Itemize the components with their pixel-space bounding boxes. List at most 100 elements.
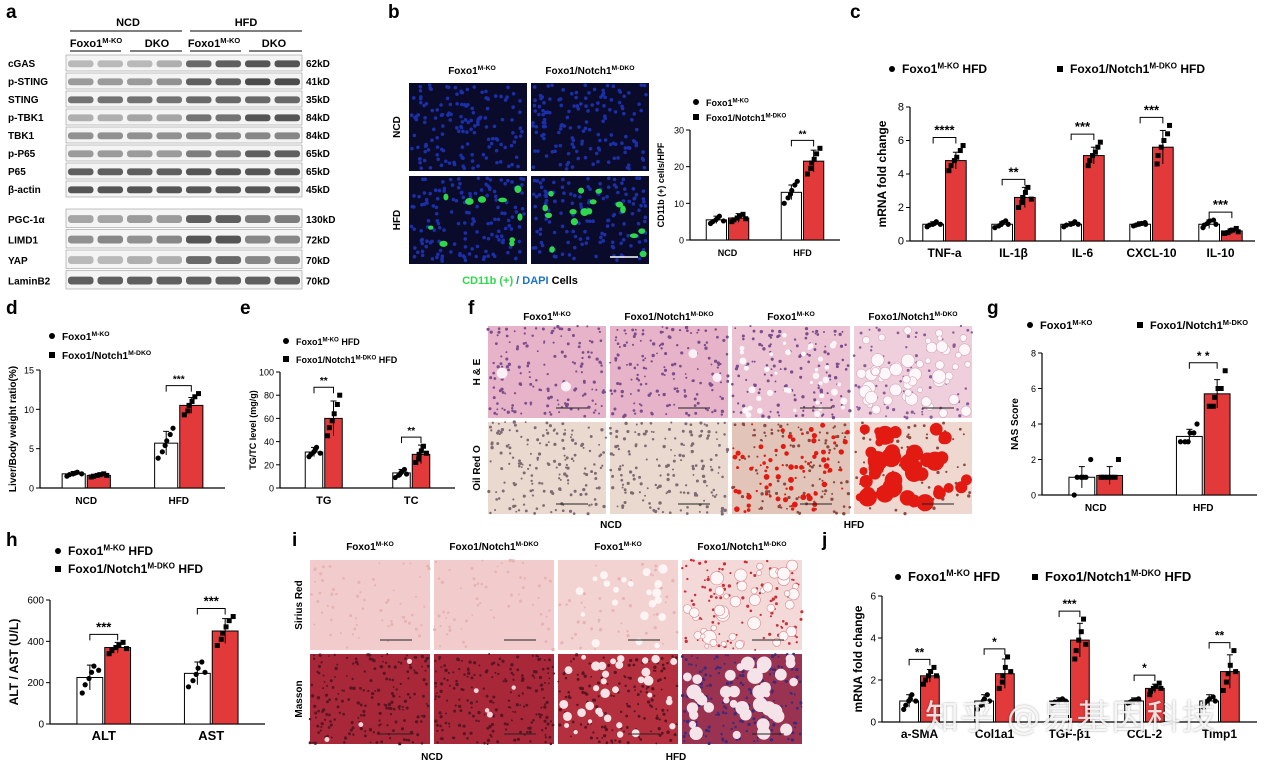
dapi-nucleus	[442, 186, 447, 191]
histo-nucleus	[547, 672, 550, 675]
histo-nucleus	[566, 479, 570, 482]
blot-band	[156, 186, 182, 194]
histo-nucleus	[392, 694, 396, 698]
histo-nucleus	[569, 436, 572, 439]
histo-nucleus	[665, 464, 669, 468]
y-tick-label: 6	[898, 135, 904, 147]
histo-droplet	[900, 453, 919, 473]
y-tick-label: 15	[24, 366, 34, 376]
dapi-nucleus	[559, 211, 563, 215]
histo-nucleus	[333, 653, 337, 657]
histo-nucleus	[437, 577, 441, 580]
histo-droplet	[789, 677, 798, 687]
histo-nucleus	[466, 675, 469, 678]
histo-nucleus	[686, 505, 689, 509]
histo-droplet	[764, 469, 768, 473]
data-point	[921, 681, 927, 687]
histo-nucleus	[555, 466, 558, 469]
histo-nucleus	[885, 415, 887, 418]
histo-nucleus	[461, 659, 464, 662]
histo-nucleus	[340, 699, 344, 703]
dapi-nucleus	[420, 202, 424, 207]
histo-nucleus	[398, 695, 401, 698]
histo-nucleus	[830, 398, 833, 402]
histo-nucleus	[573, 361, 577, 365]
histo-nucleus	[486, 727, 489, 730]
histo-nucleus	[634, 328, 637, 331]
histo-nucleus	[508, 452, 512, 455]
histo-droplet	[782, 497, 789, 503]
histo-nucleus	[726, 654, 729, 657]
dapi-nucleus	[542, 117, 547, 122]
y-tick-label: 0	[29, 484, 34, 494]
histo-droplet	[599, 571, 608, 580]
histo-nucleus	[443, 677, 446, 680]
data-point	[1177, 439, 1184, 445]
histo-nucleus	[776, 479, 780, 483]
histo-nucleus	[445, 699, 449, 702]
histo-nucleus	[567, 482, 570, 485]
histo-droplet	[746, 503, 751, 508]
dapi-nucleus	[600, 93, 605, 97]
data-point	[1083, 474, 1089, 480]
histo-nucleus	[581, 356, 584, 360]
histo-droplet	[735, 640, 744, 650]
histo-nucleus	[799, 617, 803, 621]
histo-nucleus	[680, 459, 683, 462]
histo-nucleus	[329, 723, 333, 727]
dapi-nucleus	[601, 88, 605, 93]
histo-nucleus	[624, 675, 627, 679]
legend-label: Foxo1M-KO	[706, 98, 749, 108]
histo-nucleus	[648, 502, 651, 505]
sig-label: **	[1215, 629, 1225, 643]
histo-nucleus	[615, 435, 619, 439]
histo-nucleus	[704, 735, 708, 738]
histo-nucleus	[425, 702, 428, 705]
histo-nucleus	[679, 491, 682, 494]
histo-nucleus	[312, 741, 314, 744]
data-point	[960, 143, 966, 149]
data-point	[937, 221, 943, 227]
histo-nucleus	[557, 680, 560, 683]
histo-nucleus	[824, 439, 828, 442]
histo-nucleus	[393, 665, 397, 669]
histo-nucleus	[603, 725, 607, 729]
histo-nucleus	[925, 436, 929, 440]
histo-droplet	[814, 410, 821, 418]
histo-nucleus	[541, 667, 545, 671]
histo-nucleus	[552, 341, 555, 344]
dapi-nucleus	[538, 232, 543, 236]
histo-nucleus	[545, 421, 549, 425]
histo-nucleus	[413, 692, 417, 696]
histo-nucleus	[714, 667, 718, 671]
dapi-nucleus	[541, 177, 546, 182]
histo-nucleus	[784, 679, 788, 683]
protein-name: LaminB2	[8, 276, 51, 287]
histo-nucleus	[664, 437, 667, 440]
histo-nucleus	[603, 734, 607, 738]
histo-droplet	[901, 353, 915, 368]
blot-band	[186, 114, 212, 122]
histo-nucleus	[546, 373, 549, 376]
cd11b-cell	[638, 228, 646, 234]
histo-nucleus	[526, 686, 530, 689]
data-point	[1222, 368, 1228, 374]
dapi-nucleus	[577, 125, 581, 129]
data-point	[1085, 163, 1091, 169]
histo-nucleus	[487, 489, 491, 494]
histo-nucleus	[623, 329, 626, 332]
dapi-nucleus	[482, 235, 486, 240]
data-point	[808, 166, 814, 171]
histo-nucleus	[715, 493, 718, 496]
dapi-nucleus	[418, 161, 422, 165]
histo-droplet	[559, 699, 569, 709]
dapi-nucleus	[435, 135, 440, 140]
histo-nucleus	[777, 423, 780, 426]
histo-droplet	[743, 365, 749, 371]
histo-nucleus	[709, 674, 712, 677]
histo-nucleus	[416, 733, 420, 737]
histo-nucleus	[333, 675, 336, 678]
dapi-nucleus	[579, 102, 583, 106]
histo-nucleus	[317, 664, 322, 669]
